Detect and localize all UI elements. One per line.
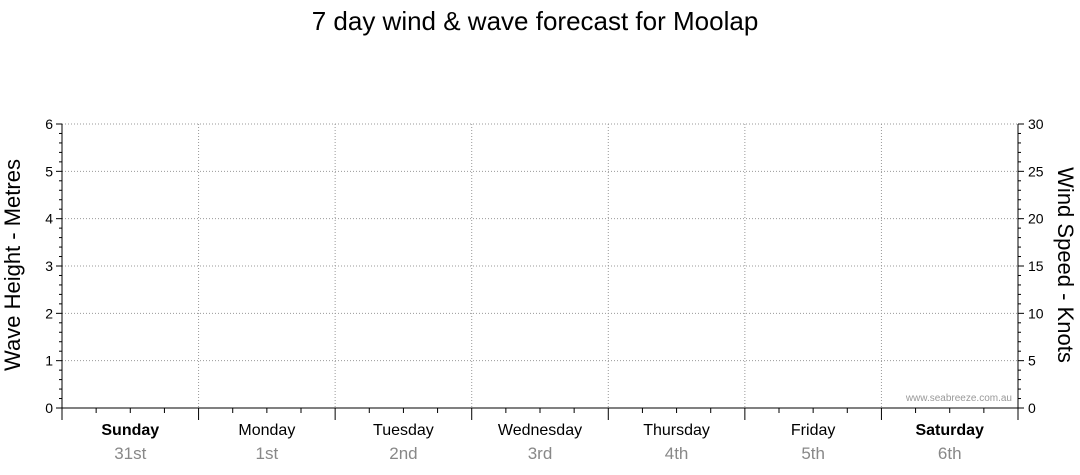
- left-y-axis: 0 1 2 3 4 5 6: [45, 116, 62, 416]
- day-date-label: 2nd: [389, 444, 417, 463]
- day-name-label: Friday: [791, 422, 835, 439]
- left-tick-label: 5: [45, 163, 53, 179]
- x-axis-day-labels: Sunday 31st Monday 1st Tuesday 2nd Wednesday 3r…: [101, 422, 984, 463]
- chart-title: 7 day wind & wave forecast for Moolap: [312, 6, 759, 36]
- right-tick-label: 20: [1028, 211, 1044, 227]
- day-name-label: Monday: [238, 422, 295, 439]
- day-date-label: 1st: [256, 444, 279, 463]
- right-axis-title: Wind Speed - Knots: [1053, 167, 1078, 363]
- left-tick-label: 6: [45, 116, 53, 132]
- chart-axes: [61, 124, 1019, 420]
- left-tick-label: 3: [45, 258, 53, 274]
- right-tick-label: 5: [1028, 353, 1036, 369]
- left-tick-label: 0: [45, 400, 53, 416]
- right-tick-label: 15: [1028, 258, 1044, 274]
- day-name-label: Wednesday: [498, 422, 582, 439]
- right-y-axis: 0 5 10 15 20 25 30: [1018, 116, 1044, 416]
- left-tick-label: 1: [45, 353, 53, 369]
- day-name-label: Tuesday: [373, 422, 434, 439]
- chart-grid: [62, 123, 1018, 408]
- day-date-label: 4th: [665, 444, 689, 463]
- day-date-label: 6th: [938, 444, 962, 463]
- day-date-label: 3rd: [528, 444, 553, 463]
- right-tick-label: 30: [1028, 116, 1044, 132]
- day-name-label: Saturday: [915, 422, 984, 439]
- day-date-label: 31st: [114, 444, 146, 463]
- left-tick-label: 4: [45, 211, 53, 227]
- left-axis-title: Wave Height - Metres: [0, 159, 25, 371]
- left-tick-label: 2: [45, 305, 53, 321]
- right-tick-label: 25: [1028, 163, 1044, 179]
- right-tick-label: 0: [1028, 400, 1036, 416]
- watermark: www.seabreeze.com.au: [905, 393, 1012, 404]
- right-tick-label: 10: [1028, 305, 1044, 321]
- day-name-label: Thursday: [643, 422, 710, 439]
- day-date-label: 5th: [801, 444, 825, 463]
- day-name-label: Sunday: [101, 422, 159, 439]
